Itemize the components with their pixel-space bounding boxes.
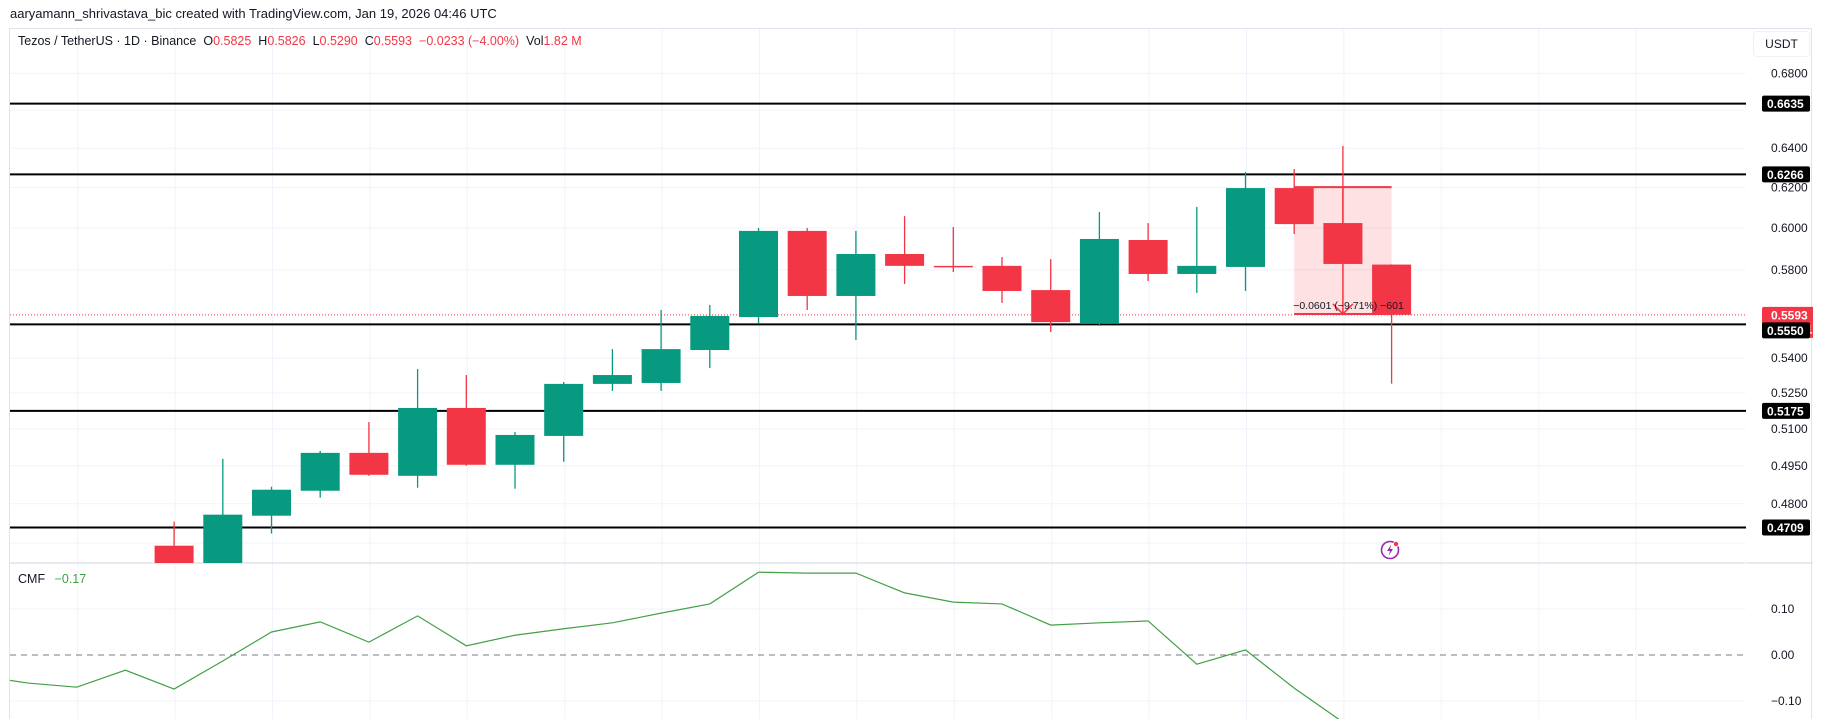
price-axis-tick: 0.5800: [1771, 263, 1808, 277]
candle[interactable]: [203, 458, 243, 573]
candle[interactable]: [252, 486, 291, 534]
candle[interactable]: [349, 422, 389, 476]
price-axis-tick: 0.5400: [1771, 351, 1808, 365]
chart-panel[interactable]: 0.6800 0.6400 0.6200 0.6000 0.5800 0.5400 0.52…: [9, 28, 1813, 719]
price-axis-tick: 0.4950: [1771, 459, 1808, 473]
price-axis-tick: 0.6800: [1771, 66, 1808, 80]
high-label: H: [258, 34, 268, 48]
currency-button[interactable]: USDT: [1753, 31, 1810, 57]
volume-label: Vol: [526, 34, 544, 48]
svg-text:0.5550: 0.5550: [1767, 324, 1804, 338]
candle[interactable]: [1274, 169, 1314, 234]
cmf-value: −0.17: [54, 572, 87, 586]
price-pane[interactable]: [10, 102, 1746, 578]
candle[interactable]: [592, 349, 632, 391]
candle[interactable]: [1128, 223, 1168, 282]
cmf-legend[interactable]: CMF −0.17: [18, 572, 86, 586]
candle[interactable]: [787, 228, 827, 310]
level-price-label: [1762, 402, 1810, 419]
candle[interactable]: [446, 375, 486, 466]
svg-text:0.6266: 0.6266: [1767, 168, 1804, 182]
candle[interactable]: [1079, 212, 1119, 326]
candle[interactable]: [300, 450, 340, 498]
price-axis-tick: 0.5250: [1771, 386, 1808, 400]
candle[interactable]: [154, 521, 194, 578]
cmf-line: [10, 571, 1340, 719]
price-axis-tick: 0.4800: [1771, 497, 1808, 511]
cmf-axis-tick: −0.10: [1771, 694, 1802, 708]
low-value: 0.5290: [319, 34, 358, 48]
cmf-name: CMF: [18, 572, 46, 586]
price-axis-tick: 0.6000: [1771, 221, 1808, 235]
candle[interactable]: [1031, 259, 1071, 332]
price-axis-tick: 0.5100: [1771, 422, 1808, 436]
lightning-alert-icon[interactable]: [1379, 539, 1401, 561]
price-chart-canvas[interactable]: 0.6800 0.6400 0.6200 0.6000 0.5800 0.5400 0.52…: [10, 29, 1813, 719]
candle[interactable]: [836, 230, 876, 341]
open-value: 0.5825: [213, 34, 252, 48]
candle[interactable]: [495, 432, 535, 489]
symbol-legend[interactable]: Tezos / TetherUS · 1D · Binance O 0.5825 …: [18, 34, 589, 48]
candle[interactable]: [1177, 206, 1217, 293]
candle[interactable]: [544, 382, 584, 462]
close-value: 0.5593: [373, 34, 413, 48]
volume-value: 1.82 M: [543, 34, 582, 48]
measure-label: −0.0601 (−9.71%) −601: [1293, 299, 1404, 312]
symbol-title[interactable]: Tezos / TetherUS · 1D · Binance: [18, 34, 197, 48]
candle[interactable]: [398, 369, 438, 488]
candle[interactable]: [641, 309, 681, 391]
change-value: −0.0233 (−4.00%): [419, 34, 520, 48]
candle[interactable]: [1226, 172, 1265, 291]
candle[interactable]: [1372, 264, 1412, 384]
candle[interactable]: [933, 226, 973, 273]
level-price-label: [1762, 519, 1810, 536]
open-label: O: [203, 34, 214, 48]
level-price-label: [1762, 95, 1810, 112]
svg-text:0.6635: 0.6635: [1767, 97, 1804, 111]
svg-text:0.5593: 0.5593: [1771, 308, 1808, 322]
candle[interactable]: [690, 304, 730, 369]
price-axis-tick: 0.6400: [1771, 141, 1808, 155]
low-label: L: [312, 34, 320, 48]
close-label: C: [364, 34, 374, 48]
cmf-axis-tick: 0.00: [1771, 648, 1795, 662]
candle[interactable]: [739, 228, 778, 324]
candle[interactable]: [885, 216, 925, 285]
svg-text:0.4709: 0.4709: [1767, 521, 1804, 535]
chart-attribution: aaryamann_shrivastava_bic created with T…: [10, 6, 497, 21]
cmf-axis-tick: 0.10: [1771, 602, 1795, 616]
high-value: 0.5826: [267, 34, 306, 48]
level-price-label: [1762, 166, 1810, 183]
svg-text:0.5175: 0.5175: [1767, 404, 1804, 418]
price-axis-tick: 0.6200: [1771, 180, 1808, 194]
candle[interactable]: [982, 256, 1022, 303]
cmf-pane[interactable]: [10, 571, 1746, 719]
